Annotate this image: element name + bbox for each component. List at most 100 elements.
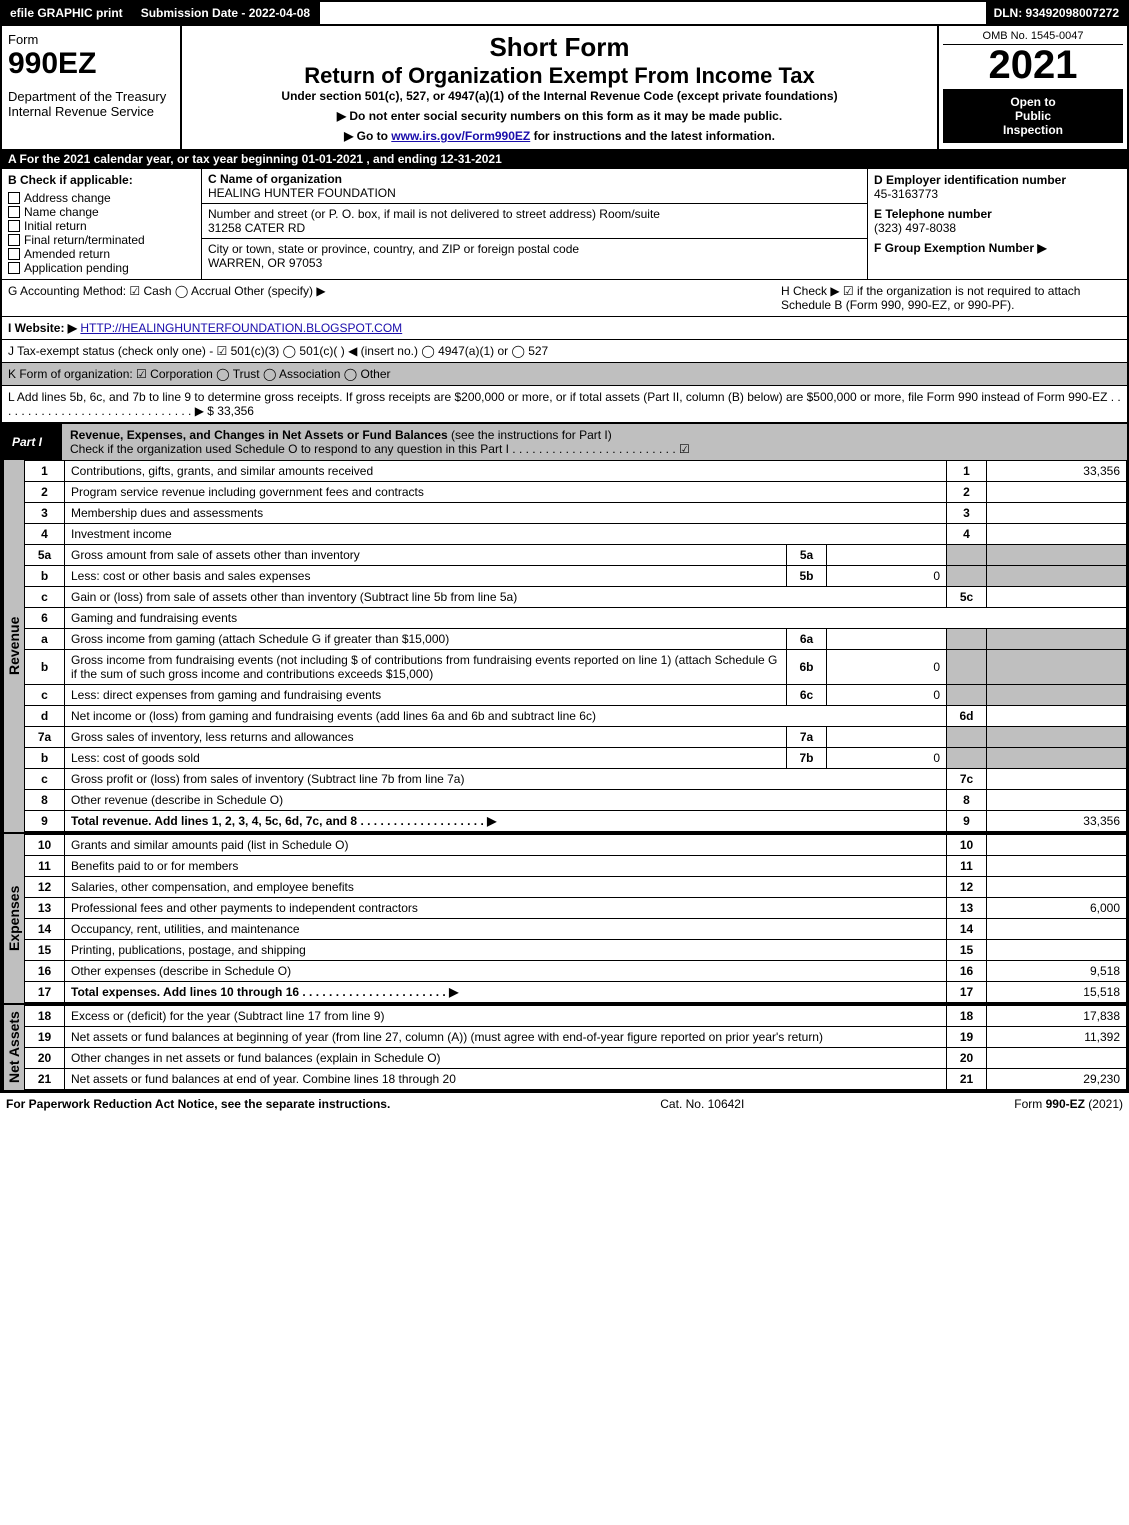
line-ref: 18 (947, 1006, 987, 1027)
line-num: 20 (25, 1048, 65, 1069)
line-amount: 33,356 (987, 461, 1127, 482)
line-num: 5a (25, 545, 65, 566)
line-num: b (25, 650, 65, 685)
shade (987, 629, 1127, 650)
line-num: 10 (25, 835, 65, 856)
note-goto: ▶ Go to www.irs.gov/Form990EZ for instru… (192, 129, 927, 143)
checkbox-label: Application pending (24, 261, 129, 275)
check-name-change[interactable]: Name change (8, 205, 195, 219)
table-row: 16Other expenses (describe in Schedule O… (25, 961, 1127, 982)
irs-link[interactable]: www.irs.gov/Form990EZ (391, 129, 530, 143)
table-row: 10Grants and similar amounts paid (list … (25, 835, 1127, 856)
line-desc: Total revenue. Add lines 1, 2, 3, 4, 5c,… (65, 811, 947, 832)
c-addr: Number and street (or P. O. box, if mail… (202, 204, 867, 239)
expenses-table: 10Grants and similar amounts paid (list … (24, 834, 1127, 1003)
info-grid: B Check if applicable: Address changeNam… (2, 169, 1127, 279)
ein-block: D Employer identification number 45-3163… (874, 173, 1121, 201)
c-name-lbl: C Name of organization (208, 172, 342, 186)
line-amount (987, 524, 1127, 545)
line-num: 3 (25, 503, 65, 524)
checkbox-label: Amended return (24, 247, 110, 261)
checkbox-icon[interactable] (8, 206, 20, 218)
part1-title-text: Revenue, Expenses, and Changes in Net As… (70, 428, 448, 442)
line-amount: 29,230 (987, 1069, 1127, 1090)
line-amount (987, 706, 1127, 727)
check-initial-return[interactable]: Initial return (8, 219, 195, 233)
line-amount (987, 940, 1127, 961)
line-desc: Gross sales of inventory, less returns a… (65, 727, 787, 748)
part1-header: Part I Revenue, Expenses, and Changes in… (0, 424, 1129, 460)
line-desc: Benefits paid to or for members (65, 856, 947, 877)
c-addr-lbl: Number and street (or P. O. box, if mail… (208, 207, 660, 221)
line-num: 21 (25, 1069, 65, 1090)
h-check: H Check ▶ ☑ if the organization is not r… (781, 284, 1121, 312)
checkbox-icon[interactable] (8, 248, 20, 260)
dln: DLN: 93492098007272 (986, 2, 1127, 24)
checkbox-icon[interactable] (8, 262, 20, 274)
tel-lbl: E Telephone number (874, 207, 992, 221)
form-header: Form 990EZ Department of the Treasury In… (0, 26, 1129, 149)
table-row: 8Other revenue (describe in Schedule O)8 (25, 790, 1127, 811)
note-ssn: ▶ Do not enter social security numbers o… (192, 109, 927, 123)
footer-mid: Cat. No. 10642I (660, 1097, 744, 1111)
check-application-pending[interactable]: Application pending (8, 261, 195, 275)
org-name: HEALING HUNTER FOUNDATION (208, 186, 396, 200)
line-amount: 33,356 (987, 811, 1127, 832)
short-form: Short Form (192, 32, 927, 63)
expenses-side: Expenses (2, 834, 24, 1003)
table-row: 20Other changes in net assets or fund ba… (25, 1048, 1127, 1069)
checkbox-icon[interactable] (8, 192, 20, 204)
header-center: Short Form Return of Organization Exempt… (182, 26, 937, 149)
checkbox-icon[interactable] (8, 220, 20, 232)
line-amount: 15,518 (987, 982, 1127, 1003)
c-name: C Name of organization HEALING HUNTER FO… (202, 169, 867, 204)
sub-amount: 0 (827, 650, 947, 685)
line-num: 2 (25, 482, 65, 503)
col-c: C Name of organization HEALING HUNTER FO… (202, 169, 867, 279)
line-desc: Professional fees and other payments to … (65, 898, 947, 919)
sub-lineno: 5b (787, 566, 827, 587)
line-num: d (25, 706, 65, 727)
tel-block: E Telephone number (323) 497-8038 (874, 207, 1121, 235)
part1-check: Check if the organization used Schedule … (70, 442, 690, 456)
line-ref: 14 (947, 919, 987, 940)
part1-tag: Part I (2, 431, 52, 453)
net-table: 18Excess or (deficit) for the year (Subt… (24, 1005, 1127, 1090)
table-row: 4Investment income4 (25, 524, 1127, 545)
table-row: cGain or (loss) from sale of assets othe… (25, 587, 1127, 608)
efile-label[interactable]: efile GRAPHIC print (2, 2, 133, 24)
shade (947, 650, 987, 685)
shade (947, 629, 987, 650)
checkbox-label: Final return/terminated (24, 233, 145, 247)
shade (947, 566, 987, 587)
check-amended-return[interactable]: Amended return (8, 247, 195, 261)
shade (947, 545, 987, 566)
website-link[interactable]: HTTP://HEALINGHUNTERFOUNDATION.BLOGSPOT.… (80, 321, 402, 335)
form-label: Form (8, 32, 174, 47)
line-desc: Printing, publications, postage, and shi… (65, 940, 947, 961)
sub-amount (827, 545, 947, 566)
line-num: 14 (25, 919, 65, 940)
line-desc: Net income or (loss) from gaming and fun… (65, 706, 947, 727)
b-title: B Check if applicable: (8, 173, 195, 187)
line-amount (987, 790, 1127, 811)
check-address-change[interactable]: Address change (8, 191, 195, 205)
line-amount: 9,518 (987, 961, 1127, 982)
line-desc: Grants and similar amounts paid (list in… (65, 835, 947, 856)
line-desc: Less: cost or other basis and sales expe… (65, 566, 787, 587)
line-num: c (25, 685, 65, 706)
row-l: L Add lines 5b, 6c, and 7b to line 9 to … (2, 385, 1127, 422)
line-desc: Net assets or fund balances at beginning… (65, 1027, 947, 1048)
line-ref: 2 (947, 482, 987, 503)
line-desc: Gain or (loss) from sale of assets other… (65, 587, 947, 608)
line-ref: 7c (947, 769, 987, 790)
line-ref: 6d (947, 706, 987, 727)
line-num: 19 (25, 1027, 65, 1048)
table-row: 2Program service revenue including gover… (25, 482, 1127, 503)
checkbox-icon[interactable] (8, 234, 20, 246)
line-desc: Gross income from fundraising events (no… (65, 650, 787, 685)
shade (947, 748, 987, 769)
line-ref: 13 (947, 898, 987, 919)
check-final-return-terminated[interactable]: Final return/terminated (8, 233, 195, 247)
row-i: I Website: ▶ HTTP://HEALINGHUNTERFOUNDAT… (2, 316, 1127, 339)
